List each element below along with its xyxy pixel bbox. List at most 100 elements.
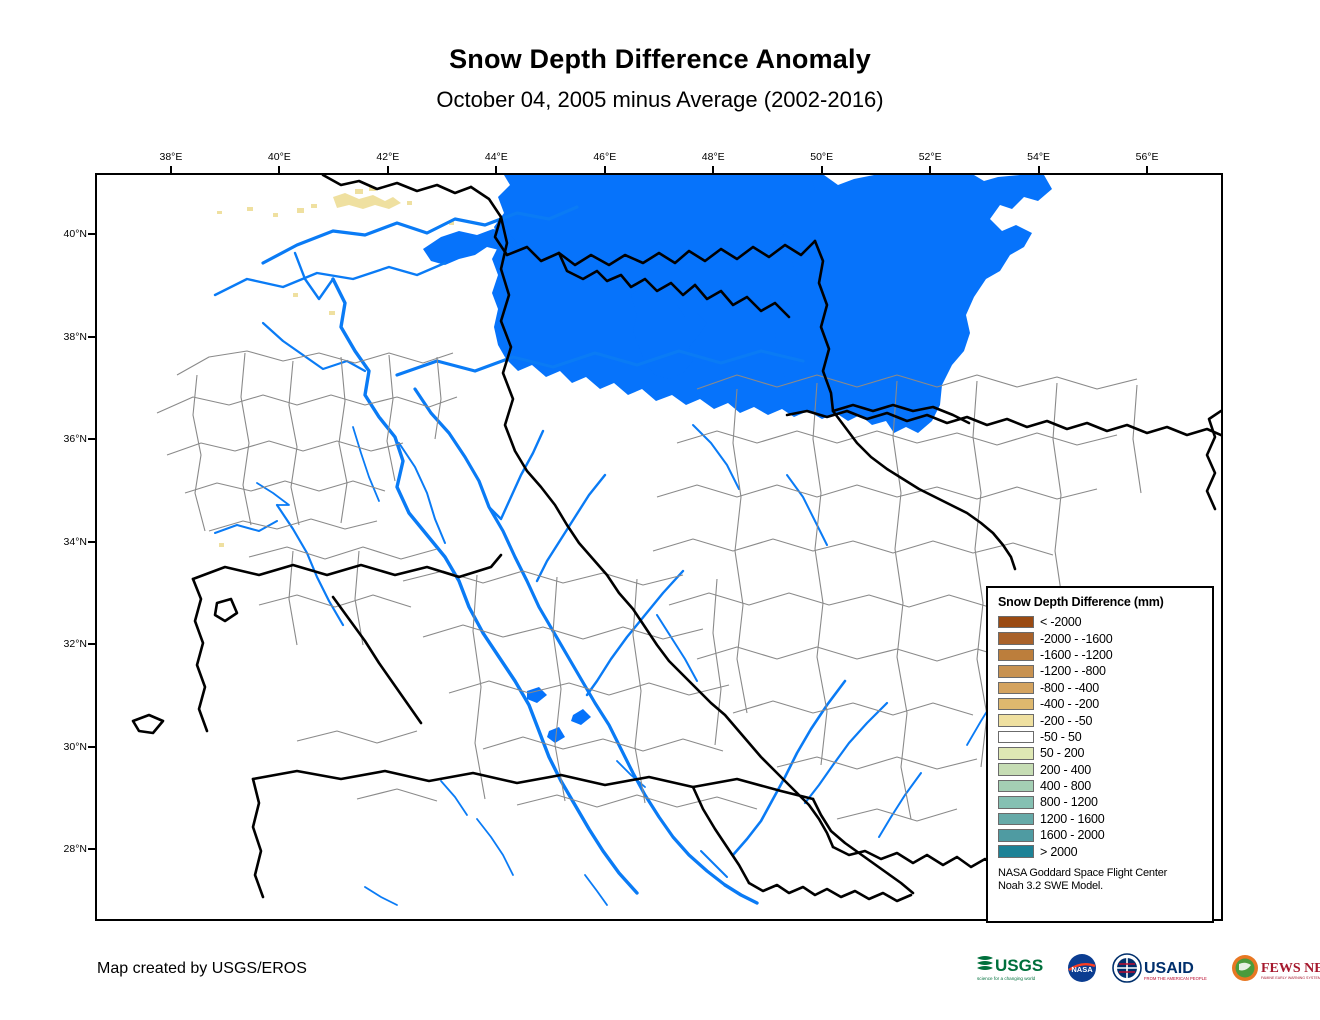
longitude-tick [1037, 166, 1040, 175]
legend-swatch [998, 697, 1034, 711]
longitude-label: 56°E [1135, 151, 1159, 163]
legend-entry: 400 - 800 [998, 778, 1204, 794]
longitude-tick [169, 166, 172, 175]
map-legend[interactable]: Snow Depth Difference (mm) < -2000 -2000 … [986, 586, 1214, 923]
usgs-logo[interactable]: USGS science for a changing world [975, 952, 1053, 984]
svg-text:USAID: USAID [1144, 960, 1194, 977]
longitude-tick [929, 166, 932, 175]
longitude-label: 50°E [810, 151, 834, 163]
legend-swatch [998, 632, 1034, 645]
legend-swatch [998, 763, 1034, 776]
longitude-tick [386, 166, 389, 175]
usaid-logo[interactable]: USAID FROM THE AMERICAN PEOPLE [1111, 952, 1221, 984]
agency-logo-strip: USGS science for a changing world NASA U… [975, 952, 1320, 984]
latitude-label: 36°N [63, 433, 87, 446]
legend-label: -50 - 50 [1040, 729, 1082, 744]
legend-title: Snow Depth Difference (mm) [998, 595, 1164, 609]
legend-swatch [998, 779, 1034, 793]
legend-label: 400 - 800 [1040, 779, 1092, 794]
legend-label: -400 - -200 [1040, 697, 1099, 712]
legend-label: 200 - 400 [1040, 762, 1092, 777]
latitude-label: 34°N [63, 535, 87, 548]
legend-label: > 2000 [1040, 844, 1078, 859]
legend-entry: 800 - 1200 [998, 794, 1204, 810]
legend-swatch [998, 845, 1034, 858]
longitude-label: 46°E [593, 151, 617, 163]
svg-text:NASA: NASA [1071, 965, 1093, 974]
latitude-label: 28°N [63, 843, 87, 856]
map-credit: Map created by USGS/EROS [97, 960, 307, 977]
longitude-label: 40°E [267, 151, 291, 163]
longitude-label: 54°E [1027, 151, 1051, 163]
legend-entry: 1600 - 2000 [998, 827, 1204, 843]
legend-swatch [998, 648, 1034, 662]
legend-entry: -400 - -200 [998, 696, 1204, 712]
svg-text:science for a changing world: science for a changing world [977, 976, 1036, 981]
legend-swatch [998, 681, 1034, 694]
legend-label: 1600 - 2000 [1040, 828, 1105, 843]
longitude-label: 52°E [918, 151, 942, 163]
legend-label: -2000 - -1600 [1040, 631, 1113, 646]
legend-entry: -50 - 50 [998, 729, 1204, 745]
nasa-logo[interactable]: NASA [1062, 952, 1102, 984]
latitude-label: 30°N [63, 740, 87, 753]
legend-swatch [998, 829, 1034, 842]
legend-swatch [998, 665, 1034, 678]
svg-text:FAMINE EARLY WARNING SYSTEMS N: FAMINE EARLY WARNING SYSTEMS NETWORK [1261, 976, 1320, 980]
longitude-label: 48°E [701, 151, 725, 163]
legend-swatch [998, 747, 1034, 760]
legend-swatch [998, 796, 1034, 809]
legend-label: 1200 - 1600 [1040, 811, 1105, 826]
legend-swatch [998, 812, 1034, 826]
svg-text:FEWS NET: FEWS NET [1261, 961, 1320, 976]
longitude-tick [712, 166, 715, 175]
page-subtitle: October 04, 2005 minus Average (2002-201… [436, 87, 884, 112]
longitude-label: 44°E [484, 151, 508, 163]
legend-source-line2: Noah 3.2 SWE Model. [998, 880, 1104, 893]
latitude-label: 38°N [63, 330, 87, 343]
legend-entry: -1200 - -800 [998, 663, 1204, 679]
latitude-tick [88, 233, 97, 236]
rivers-layer [213, 205, 998, 906]
legend-swatch [998, 730, 1034, 744]
latitude-tick [88, 643, 97, 646]
legend-swatch [998, 615, 1034, 629]
page-title: Snow Depth Difference Anomaly [449, 44, 871, 74]
latitude-tick [88, 335, 97, 338]
legend-label: -1600 - -1200 [1040, 647, 1113, 662]
legend-entry: < -2000 [998, 614, 1204, 630]
legend-source-note: NASA Goddard Space Flight Center Noah 3.… [998, 867, 1204, 894]
legend-entry: > 2000 [998, 843, 1204, 859]
fewsnet-logo[interactable]: FEWS NET FAMINE EARLY WARNING SYSTEMS NE… [1230, 952, 1320, 984]
longitude-label: 42°E [376, 151, 400, 163]
longitude-tick [278, 166, 281, 175]
legend-entry: 50 - 200 [998, 745, 1204, 761]
latitude-tick [88, 540, 97, 543]
legend-label: < -2000 [1040, 615, 1082, 630]
legend-source-line1: NASA Goddard Space Flight Center [998, 866, 1168, 879]
legend-label: -1200 - -800 [1040, 664, 1106, 679]
longitude-tick [603, 166, 606, 175]
legend-entry: 200 - 400 [998, 762, 1204, 778]
longitude-tick [495, 166, 498, 175]
svg-text:FROM THE AMERICAN PEOPLE: FROM THE AMERICAN PEOPLE [1144, 976, 1207, 981]
latitude-label: 40°N [63, 228, 87, 241]
latitude-tick [88, 745, 97, 748]
latitude-label: 32°N [63, 638, 87, 651]
longitude-label: 38°E [159, 151, 183, 163]
legend-label: -800 - -400 [1040, 680, 1099, 695]
legend-entry: -1600 - -1200 [998, 647, 1204, 663]
legend-entry: -2000 - -1600 [998, 630, 1204, 646]
legend-entry: -200 - -50 [998, 712, 1204, 728]
latitude-tick [88, 848, 97, 851]
svg-text:USGS: USGS [995, 956, 1043, 975]
latitude-tick [88, 438, 97, 441]
legend-entry: -800 - -400 [998, 680, 1204, 696]
legend-swatch [998, 714, 1034, 727]
longitude-tick [1146, 166, 1149, 175]
legend-label: 50 - 200 [1040, 746, 1085, 761]
legend-entry: 1200 - 1600 [998, 811, 1204, 827]
legend-label: -200 - -50 [1040, 713, 1093, 728]
admin-boundaries-layer [156, 350, 1142, 822]
legend-label: 800 - 1200 [1040, 795, 1098, 810]
